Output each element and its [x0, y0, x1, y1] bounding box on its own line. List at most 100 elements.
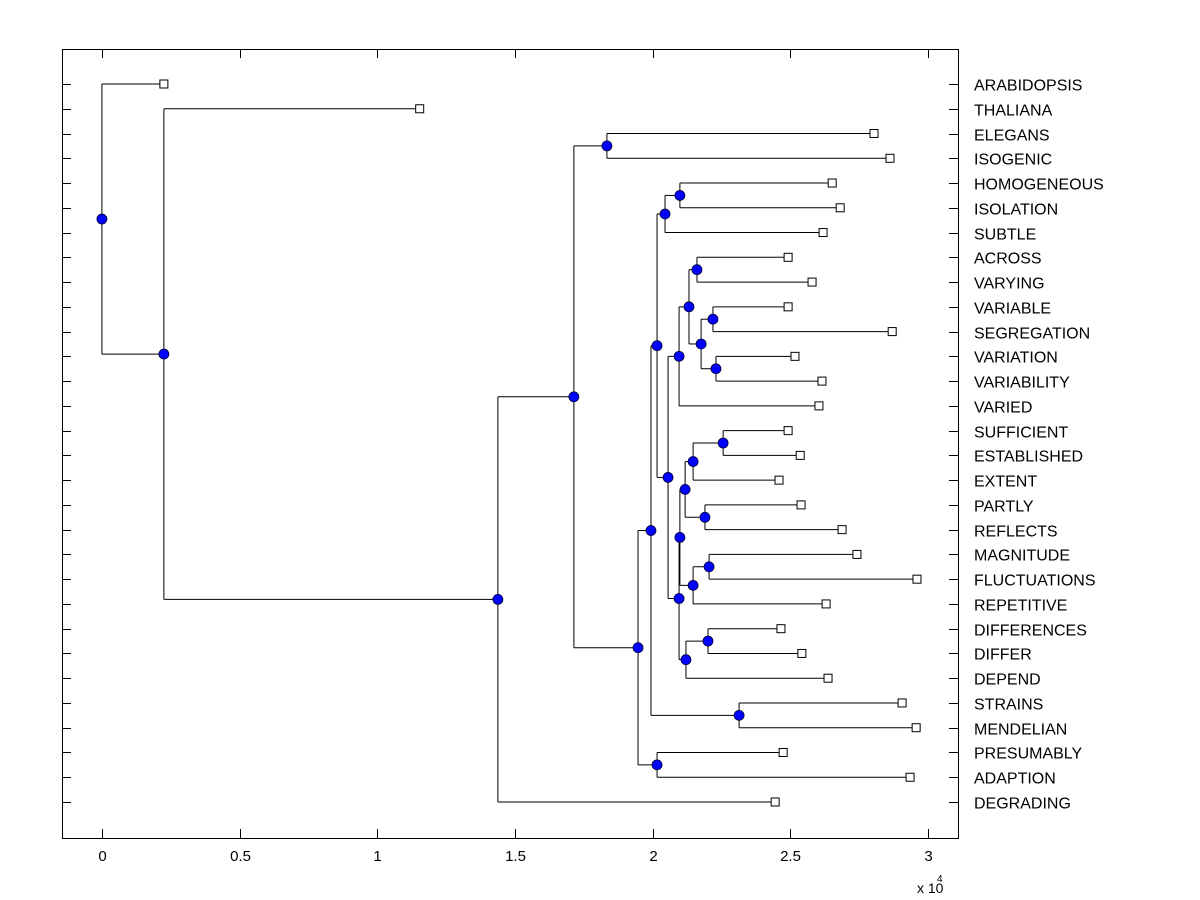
leaf-label: FLUCTUATIONS [974, 573, 1095, 590]
leaf-label: PRESUMABLY [974, 746, 1083, 763]
cluster-node-marker [651, 340, 663, 352]
cluster-node-marker [695, 338, 707, 350]
cluster-node-marker [673, 350, 685, 362]
leaf-label: DEGRADING [974, 796, 1071, 813]
cluster-node-marker [710, 363, 722, 375]
leaf-marker-extent [774, 475, 784, 485]
leaf-marker-established [795, 450, 805, 460]
cluster-node-marker [733, 709, 745, 721]
cluster-node-marker [691, 264, 703, 276]
leaf-marker-reflects [837, 525, 847, 535]
cluster-node-marker [158, 348, 170, 360]
leaf-label: VARIATION [974, 350, 1058, 367]
cluster-node-marker [662, 472, 674, 483]
leaf-marker-depend [823, 673, 833, 683]
leaf-marker-thaliana [415, 104, 425, 114]
x-tick-label: 0 [98, 848, 106, 865]
leaf-marker-elegans [869, 129, 879, 139]
leaf-marker-adaption [905, 772, 915, 782]
cluster-node-marker [674, 531, 686, 543]
plot-frame [62, 49, 959, 839]
cluster-node-marker [702, 635, 714, 647]
leaf-marker-isolation [835, 203, 845, 213]
leaf-marker-variable [783, 302, 793, 312]
leaf-marker-fluctuations [912, 574, 922, 584]
cluster-node-marker [601, 140, 613, 152]
leaf-label: VARIABILITY [974, 375, 1070, 392]
leaf-label: REFLECTS [974, 524, 1058, 541]
leaf-marker-subtle [818, 228, 828, 238]
leaf-label: STRAINS [974, 697, 1043, 714]
leaf-label: VARIED [974, 400, 1032, 417]
leaf-label: MAGNITUDE [974, 548, 1070, 565]
leaf-label: VARYING [974, 276, 1045, 293]
cluster-node-marker [699, 511, 711, 523]
leaf-label: ISOGENIC [974, 152, 1052, 169]
leaf-label: SUBTLE [974, 227, 1036, 244]
cluster-node-marker [96, 213, 108, 225]
leaf-marker-homogeneous [827, 178, 837, 188]
cluster-node-marker [717, 437, 729, 449]
cluster-node-marker [683, 301, 695, 313]
leaf-marker-degrading [770, 797, 780, 807]
leaf-marker-strains [897, 698, 907, 708]
cluster-node-marker [687, 456, 699, 467]
cluster-node-marker [651, 759, 663, 771]
leaf-marker-mendelian [911, 723, 921, 733]
leaf-label: SUFFICIENT [974, 425, 1068, 442]
cluster-node-marker [645, 525, 657, 536]
leaf-marker-differences [776, 624, 786, 634]
x-tick-label: 3 [924, 848, 932, 865]
x-multiplier-label: x 10 [917, 880, 944, 896]
leaf-marker-differ [797, 648, 807, 658]
cluster-node-marker [632, 642, 644, 654]
leaf-label: MENDELIAN [974, 722, 1067, 739]
leaf-label: DEPEND [974, 672, 1041, 689]
x-tick-label: 1 [373, 848, 381, 865]
cluster-node-marker [659, 208, 671, 220]
leaf-marker-presumably [778, 747, 788, 757]
cluster-node-marker [680, 654, 692, 666]
leaf-marker-variability [817, 376, 827, 386]
leaf-marker-isogenic [885, 153, 895, 163]
x-tick-label: 1.5 [505, 848, 526, 865]
leaf-label: ESTABLISHED [974, 449, 1083, 466]
leaf-label: SEGREGATION [974, 326, 1090, 343]
leaf-label: DIFFERENCES [974, 623, 1087, 640]
cluster-node-marker [679, 484, 691, 495]
branches [101, 83, 917, 803]
leaf-label: ADAPTION [974, 771, 1056, 788]
leaf-label: ARABIDOPSIS [974, 78, 1082, 95]
cluster-node-marker [568, 391, 580, 403]
axis-ticks [62, 49, 958, 838]
cluster-node-marker [707, 313, 719, 325]
leaf-marker-segregation [887, 327, 897, 337]
leaf-marker-varying [807, 277, 817, 287]
leaf-label: HOMOGENEOUS [974, 177, 1104, 194]
x-multiplier-exponent: 4 [937, 874, 943, 885]
leaf-marker-variation [790, 351, 800, 361]
x-tick-labels: 0 0.5 1 1.5 2 2.5 3 [98, 848, 932, 865]
leaf-marker-sufficient [783, 426, 793, 436]
leaf-label: THALIANA [974, 103, 1053, 120]
leaf-marker-partly [796, 500, 806, 510]
leaf-marker-varied [814, 401, 824, 411]
cluster-node-marker [687, 579, 699, 591]
leaf-label: REPETITIVE [974, 598, 1067, 615]
markers [96, 79, 922, 807]
leaf-label: VARIABLE [974, 301, 1051, 318]
cluster-node-marker [492, 593, 504, 605]
cluster-node-marker [703, 561, 715, 573]
leaf-label: ISOLATION [974, 202, 1058, 219]
x-tick-label: 2 [649, 848, 657, 865]
leaf-label: PARTLY [974, 499, 1034, 516]
leaf-label: EXTENT [974, 474, 1037, 491]
leaf-labels: ARABIDOPSIS THALIANA ELEGANS ISOGENIC HOMOGE… [974, 78, 1104, 813]
leaf-label: ELEGANS [974, 128, 1050, 145]
x-tick-label: 0.5 [230, 848, 251, 865]
leaf-label: DIFFER [974, 647, 1032, 664]
leaf-marker-magnitude [852, 549, 862, 559]
leaf-label: ACROSS [974, 251, 1042, 268]
cluster-node-marker [673, 593, 685, 604]
